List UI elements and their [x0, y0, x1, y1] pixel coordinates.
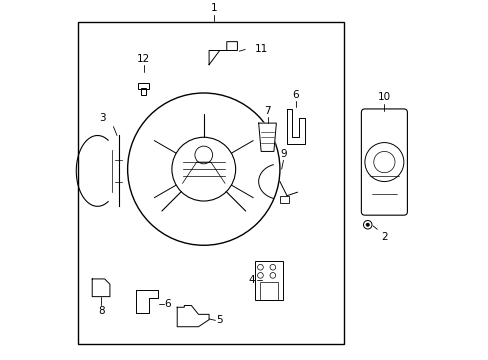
- Bar: [279, 197, 288, 203]
- Text: 6: 6: [164, 299, 170, 309]
- Polygon shape: [177, 306, 209, 327]
- FancyBboxPatch shape: [361, 109, 407, 215]
- Text: 1: 1: [211, 3, 217, 13]
- Text: 11: 11: [255, 44, 268, 54]
- Text: 4: 4: [248, 275, 255, 285]
- Polygon shape: [286, 109, 304, 144]
- Text: 8: 8: [98, 306, 104, 316]
- Text: 3: 3: [100, 113, 106, 123]
- Bar: [260, 283, 278, 300]
- Polygon shape: [92, 279, 110, 297]
- Bar: [138, 83, 148, 89]
- Text: 10: 10: [377, 92, 390, 102]
- Polygon shape: [136, 289, 158, 312]
- Text: 9: 9: [280, 149, 286, 158]
- Polygon shape: [258, 123, 276, 152]
- Text: 5: 5: [216, 315, 223, 325]
- Text: 12: 12: [137, 54, 150, 64]
- Text: 2: 2: [380, 232, 387, 242]
- Text: 7: 7: [264, 106, 270, 116]
- Circle shape: [365, 223, 369, 226]
- Bar: [255, 261, 283, 300]
- Bar: [141, 89, 146, 95]
- Text: 6: 6: [292, 90, 299, 100]
